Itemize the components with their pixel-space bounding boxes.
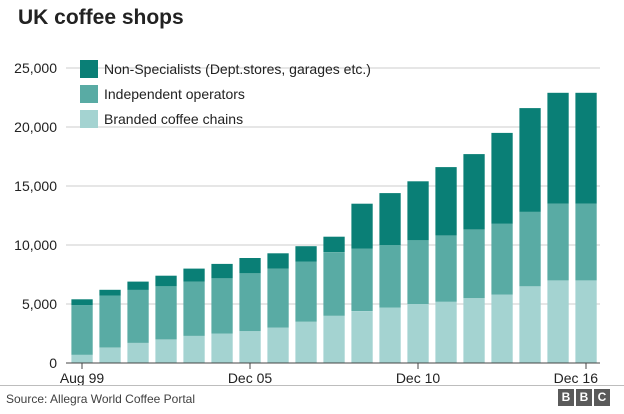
chart-title: UK coffee shops — [18, 6, 184, 29]
bar-segment — [519, 108, 541, 212]
bar-segment — [575, 203, 597, 281]
legend-swatch — [80, 85, 98, 103]
legend-label: Non-Specialists (Dept.stores, garages et… — [104, 61, 371, 77]
bar-segment — [435, 235, 457, 302]
bar-segment — [183, 281, 205, 336]
bars — [71, 92, 597, 363]
bar-segment — [211, 278, 233, 334]
bar-segment — [379, 307, 401, 363]
bar-segment — [99, 295, 121, 348]
bar-segment — [407, 304, 429, 363]
legend-swatch — [80, 60, 98, 78]
bar-segment — [295, 261, 317, 322]
bar-segment — [547, 92, 569, 204]
logo-letter: B — [576, 389, 592, 406]
bar-segment — [575, 280, 597, 363]
bar-segment — [323, 236, 345, 252]
bar-segment — [127, 342, 149, 363]
bar-segment — [155, 286, 177, 340]
bar-segment — [547, 280, 569, 363]
bar-segment — [351, 203, 373, 249]
bar-segment — [211, 263, 233, 279]
bar-segment — [155, 275, 177, 287]
bar-segment — [519, 286, 541, 363]
bar-segment — [127, 289, 149, 343]
bar-segment — [295, 246, 317, 262]
bar-segment — [71, 305, 93, 355]
legend-swatch — [80, 110, 98, 128]
bar-segment — [99, 347, 121, 363]
bar-segment — [239, 331, 261, 363]
bar-segment — [491, 223, 513, 295]
bar-segment — [491, 294, 513, 363]
bar-segment — [519, 212, 541, 287]
bar-segment — [239, 258, 261, 274]
logo-letter: B — [558, 389, 574, 406]
y-tick-label: 25,000 — [14, 60, 57, 76]
y-tick-label: 0 — [49, 355, 57, 371]
legend-label: Independent operators — [104, 86, 245, 102]
bar-segment — [323, 315, 345, 363]
bar-segment — [379, 193, 401, 245]
y-tick-label: 20,000 — [14, 119, 57, 135]
bar-segment — [463, 154, 485, 230]
bar-segment — [295, 321, 317, 363]
x-tick-label: Dec 05 — [228, 370, 273, 386]
logo-letter: C — [594, 389, 610, 406]
bar-segment — [323, 252, 345, 316]
y-tick-label: 5,000 — [22, 296, 57, 312]
x-axis: Aug 99 Dec 05 Dec 10 Dec 16 — [60, 362, 600, 386]
bar-segment — [267, 253, 289, 269]
bar-segment — [71, 299, 93, 306]
bar-segment — [491, 132, 513, 224]
y-axis-tick-labels: 0 5,000 10,000 15,000 20,000 25,000 — [14, 60, 57, 371]
bar-segment — [351, 311, 373, 363]
y-tick-label: 15,000 — [14, 178, 57, 194]
footer-divider — [0, 385, 624, 386]
bar-segment — [407, 181, 429, 241]
bar-segment — [183, 335, 205, 363]
bar-segment — [463, 298, 485, 363]
bar-segment — [379, 245, 401, 308]
bar-segment — [267, 268, 289, 328]
bar-segment — [71, 354, 93, 363]
bar-segment — [99, 289, 121, 296]
bar-segment — [267, 327, 289, 363]
bar-segment — [351, 248, 373, 311]
bar-segment — [547, 203, 569, 281]
x-tick-label: Aug 99 — [60, 370, 105, 386]
x-tick-label: Dec 16 — [554, 370, 599, 386]
bar-segment — [435, 301, 457, 363]
bar-segment — [435, 167, 457, 236]
bar-segment — [239, 273, 261, 332]
bar-segment — [407, 240, 429, 304]
legend: Non-Specialists (Dept.stores, garages et… — [80, 60, 371, 128]
bar-segment — [575, 92, 597, 204]
bar-segment — [155, 339, 177, 363]
legend-label: Branded coffee chains — [104, 111, 243, 127]
x-tick-label: Dec 10 — [396, 370, 441, 386]
bar-segment — [127, 281, 149, 290]
bbc-logo: B B C — [558, 389, 610, 406]
source-note: Source: Allegra World Coffee Portal — [6, 392, 195, 406]
bar-segment — [463, 229, 485, 299]
bar-segment — [183, 268, 205, 282]
bar-segment — [211, 333, 233, 363]
y-tick-label: 10,000 — [14, 237, 57, 253]
